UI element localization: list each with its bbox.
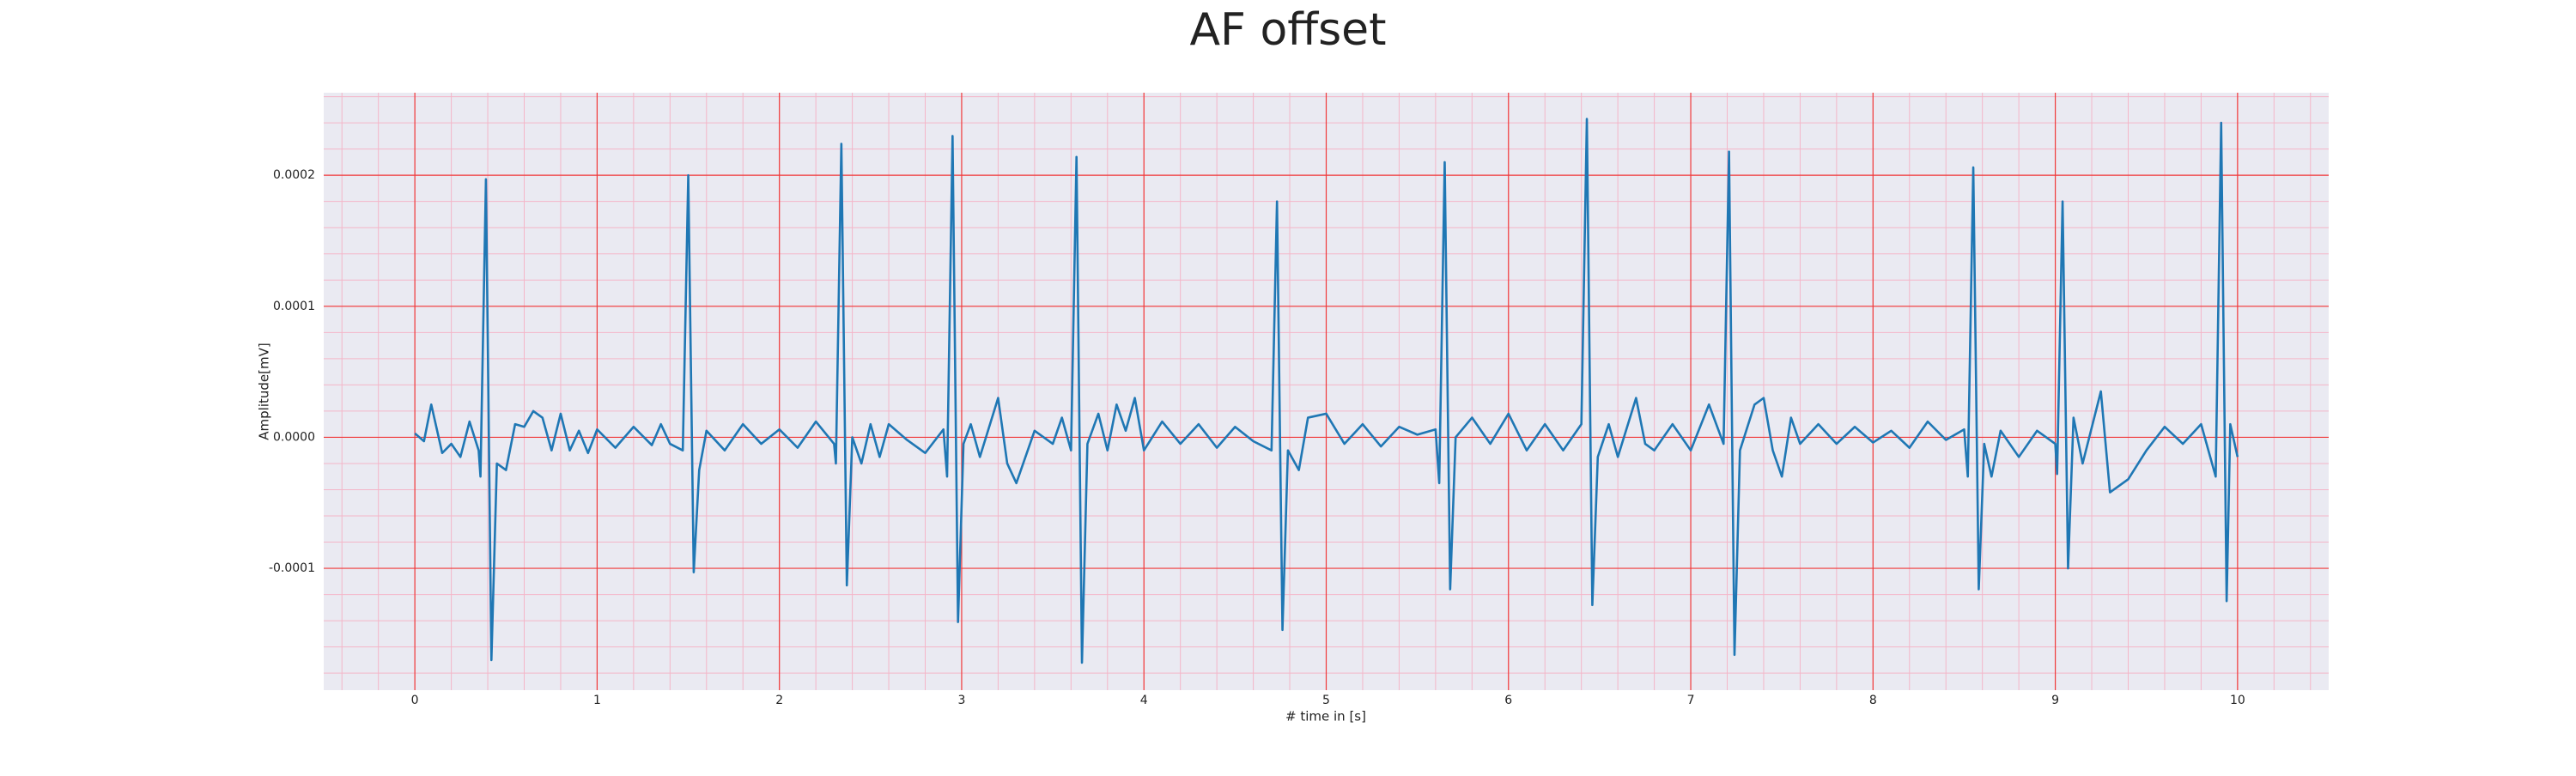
x-tick-label: 9 (2051, 694, 2059, 707)
y-tick-label: 0.0000 (273, 430, 315, 444)
x-tick-label: 4 (1140, 694, 1148, 707)
chart-title: AF offset (1189, 4, 1386, 56)
y-tick-label: 0.0001 (273, 300, 315, 313)
x-tick-label: 10 (2230, 694, 2245, 707)
x-tick-label: 2 (775, 694, 783, 707)
x-axis-label: # time in [s] (1285, 709, 1366, 724)
signal-line (414, 118, 2239, 664)
y-tick-label: 0.0002 (273, 168, 315, 182)
x-tick-label: 0 (411, 694, 419, 707)
x-tick-label: 6 (1504, 694, 1512, 707)
x-tick-label: 7 (1687, 694, 1695, 707)
x-tick-label: 3 (957, 694, 965, 707)
x-tick-label: 8 (1869, 694, 1877, 707)
x-tick-label: 1 (593, 694, 601, 707)
y-axis-label: Amplitude[mV] (257, 343, 272, 440)
x-tick-label: 5 (1322, 694, 1330, 707)
y-tick-label: -0.0001 (269, 561, 315, 575)
